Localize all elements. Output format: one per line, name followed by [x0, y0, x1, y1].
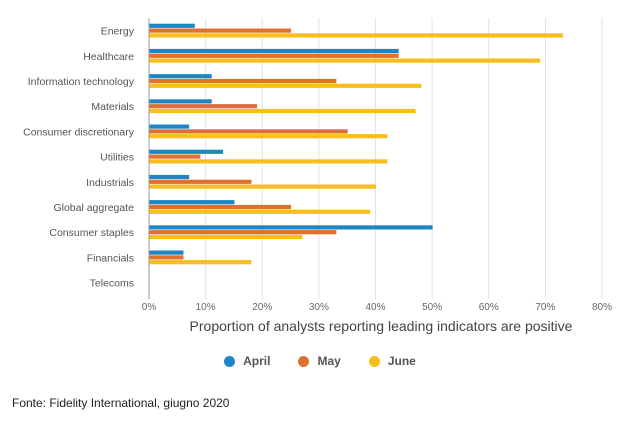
category-labels: Energy Healthcare Information technology Ma… — [23, 26, 135, 290]
bar-june-global-aggregate — [149, 209, 371, 214]
legend-swatch — [298, 355, 310, 367]
legend-label: May — [317, 354, 341, 368]
bar-may-consumer-discretionary — [149, 129, 348, 134]
bar-june-industrials — [149, 184, 376, 189]
category-label-industrials: Industrials — [86, 177, 134, 189]
x-tick-label: 80% — [592, 302, 612, 313]
x-tick-label: 0% — [142, 302, 157, 313]
category-label-utilities: Utilities — [100, 152, 134, 164]
bar-june-consumer-staples — [149, 234, 303, 240]
bar-may-utilities — [149, 154, 201, 159]
source-note: Fonte: Fidelity International, giugno 20… — [12, 396, 230, 410]
bar-june-materials — [149, 108, 416, 114]
bar-april-global-aggregate — [149, 200, 235, 205]
x-tick-label: 70% — [535, 302, 555, 313]
bar-may-industrials — [149, 179, 252, 184]
bar-june-financials — [149, 260, 252, 265]
legend-item-april: April — [224, 354, 270, 368]
x-tick-label: 40% — [365, 302, 385, 313]
legend-item-may: May — [298, 354, 341, 368]
x-tick-label: 20% — [252, 302, 272, 313]
category-label-materials: Materials — [91, 101, 134, 113]
bar-june-information-technology — [149, 83, 422, 88]
bar-april-consumer-staples — [149, 225, 433, 230]
bar-april-materials — [149, 99, 212, 104]
bar-may-energy — [149, 28, 292, 33]
category-label-consumer-staples: Consumer staples — [49, 227, 134, 239]
x-tick-labels: 0% 10% 20% 30% 40% 50% 60% 70% 80% — [142, 302, 612, 313]
bar-june-energy — [149, 33, 563, 38]
category-label-global-aggregate: Global aggregate — [53, 202, 134, 214]
bar-may-information-technology — [149, 78, 337, 84]
bar-may-consumer-staples — [149, 230, 337, 235]
bar-chart: Energy Healthcare Information technology Ma… — [23, 18, 612, 334]
bar-june-consumer-discretionary — [149, 134, 388, 139]
category-label-healthcare: Healthcare — [83, 51, 134, 63]
x-tick-label: 10% — [196, 302, 216, 313]
bar-april-consumer-discretionary — [149, 124, 190, 129]
bar-june-healthcare — [149, 58, 541, 63]
bars — [149, 23, 563, 265]
bar-april-healthcare — [149, 48, 399, 54]
category-label-energy: Energy — [101, 26, 135, 38]
bar-april-energy — [149, 23, 195, 28]
legend-item-june: June — [368, 354, 416, 368]
bar-may-financials — [149, 255, 184, 260]
category-label-information-technology: Information technology — [28, 76, 135, 88]
bar-april-information-technology — [149, 74, 212, 79]
legend-swatch — [224, 355, 236, 367]
legend-label: April — [243, 354, 271, 368]
bar-may-materials — [149, 104, 258, 109]
x-axis-title: Proportion of analysts reporting leading… — [190, 318, 573, 334]
x-tick-label: 30% — [309, 302, 329, 313]
bar-may-global-aggregate — [149, 204, 292, 210]
category-label-financials: Financials — [87, 252, 134, 264]
bar-april-industrials — [149, 174, 190, 180]
grid-lines — [148, 18, 603, 300]
x-tick-label: 50% — [422, 302, 442, 313]
legend-swatch — [368, 355, 380, 367]
legend: April May June — [0, 351, 640, 371]
bar-june-utilities — [149, 159, 388, 164]
legend-label: June — [387, 354, 416, 368]
x-tick-label: 60% — [479, 302, 499, 313]
bar-april-utilities — [149, 149, 224, 154]
category-label-consumer-discretionary: Consumer discretionary — [23, 126, 135, 138]
bar-may-healthcare — [149, 53, 399, 58]
category-label-telecoms: Telecoms — [90, 278, 134, 290]
bar-april-financials — [149, 250, 184, 255]
